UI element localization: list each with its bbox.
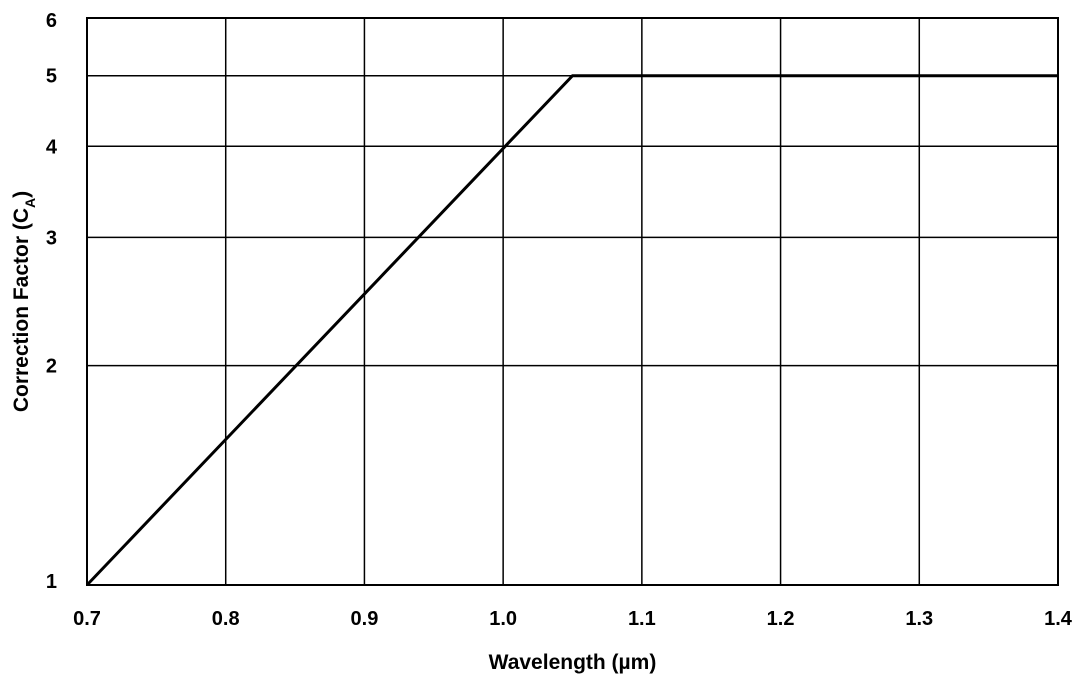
y-tick-label: 1	[46, 571, 57, 593]
y-axis-title: Correction Factor (CA)	[10, 191, 38, 412]
x-tick-label: 0.9	[351, 608, 379, 630]
x-tick-labels: 0.7 0.8 0.9 1.0 1.1 1.2 1.3 1.4	[73, 608, 1073, 630]
y-axis-title-close: )	[10, 191, 33, 198]
y-tick-label: 2	[46, 356, 57, 378]
y-tick-labels: 1 2 3 4 5 6	[46, 10, 58, 593]
x-tick-label: 1.0	[489, 608, 517, 630]
plot-frame	[86, 17, 1059, 586]
grid	[86, 17, 1059, 586]
series-layer	[85, 74, 1058, 587]
y-tick-label: 4	[46, 136, 58, 158]
y-tick-label: 5	[46, 66, 57, 88]
x-tick-label: 1.4	[1044, 608, 1073, 630]
series-line	[85, 74, 1058, 587]
x-tick-label: 1.2	[767, 608, 795, 630]
y-tick-label: 6	[46, 10, 57, 32]
y-tick-label: 3	[46, 227, 57, 249]
x-axis-title: Wavelength (µm)	[489, 651, 657, 674]
x-tick-label: 1.3	[905, 608, 933, 630]
x-tick-label: 1.1	[628, 608, 656, 630]
y-axis-title-subscript: A	[22, 198, 38, 208]
y-axis-title-main: Correction Factor (C	[10, 208, 33, 412]
x-tick-label: 0.7	[73, 608, 101, 630]
x-tick-label: 0.8	[212, 608, 240, 630]
